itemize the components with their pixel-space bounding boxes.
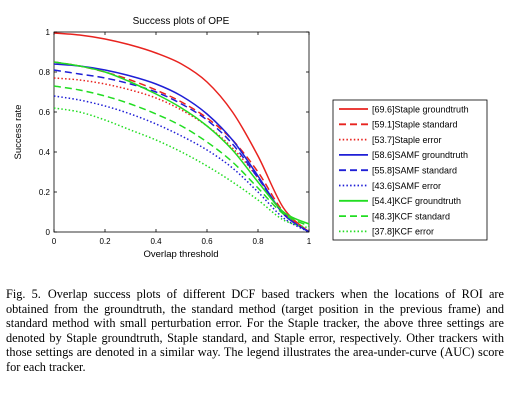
x-tick-label: 0.4 xyxy=(150,237,162,246)
figure-label: Fig. 5. xyxy=(6,287,41,301)
legend-entry: [43.6]SAMF error xyxy=(372,181,441,191)
legend-entry: [58.6]SAMF groundtruth xyxy=(372,150,468,160)
y-tick-label: 0.2 xyxy=(39,188,51,197)
success-plot-figure: Success plots of OPE 0 0.2 0.4 0.6 0.8 100.20… xyxy=(13,16,488,260)
caption-text: Overlap success plots of different DCF b… xyxy=(6,287,504,374)
series-line xyxy=(53,85,310,227)
chart-title: Success plots of OPE xyxy=(133,16,230,27)
x-axis-label: Overlap threshold xyxy=(144,249,219,260)
series-line xyxy=(53,32,310,233)
curves-group xyxy=(53,32,310,233)
legend-entry: [55.8]SAMF standard xyxy=(372,166,457,176)
legend-entry: [37.8]KCF error xyxy=(372,227,434,237)
plot-area xyxy=(53,31,310,233)
legend-entry: [54.4]KCF groundtruth xyxy=(372,196,461,206)
y-tick-label: 1 xyxy=(46,28,51,37)
x-tick-label: 0 xyxy=(52,237,57,246)
legend xyxy=(332,99,488,241)
x-tick-label: 0.6 xyxy=(201,237,213,246)
x-tick-label: 0.8 xyxy=(252,237,264,246)
figure-caption: Fig. 5. Overlap success plots of differen… xyxy=(6,287,504,375)
series-line xyxy=(53,95,310,233)
legend-entry: [59.1]Staple standard xyxy=(372,120,458,130)
x-tick-label: 1 xyxy=(307,237,312,246)
legend-entry: [53.7]Staple error xyxy=(372,135,442,145)
y-tick-label: 0.6 xyxy=(39,108,51,117)
series-line xyxy=(53,61,310,225)
y-tick-label: 0.8 xyxy=(39,68,51,77)
y-tick-label: 0.4 xyxy=(39,148,51,157)
series-line xyxy=(53,69,310,233)
series-line xyxy=(53,107,310,229)
x-tick-label: 0.2 xyxy=(99,237,111,246)
y-axis-label: Success rate xyxy=(13,105,24,160)
y-tick-label: 0 xyxy=(46,228,51,237)
axes-group: 0 0.2 0.4 0.6 0.8 1 0 0.2 0.4 0.6 0.8 1 xyxy=(39,28,312,246)
legend-entry: [48.3]KCF standard xyxy=(372,211,450,221)
legend-items: [69.6]Staple groundtruth [59.1]Staple sta… xyxy=(339,104,469,237)
legend-entry: [69.6]Staple groundtruth xyxy=(372,104,469,114)
series-line xyxy=(53,63,310,233)
